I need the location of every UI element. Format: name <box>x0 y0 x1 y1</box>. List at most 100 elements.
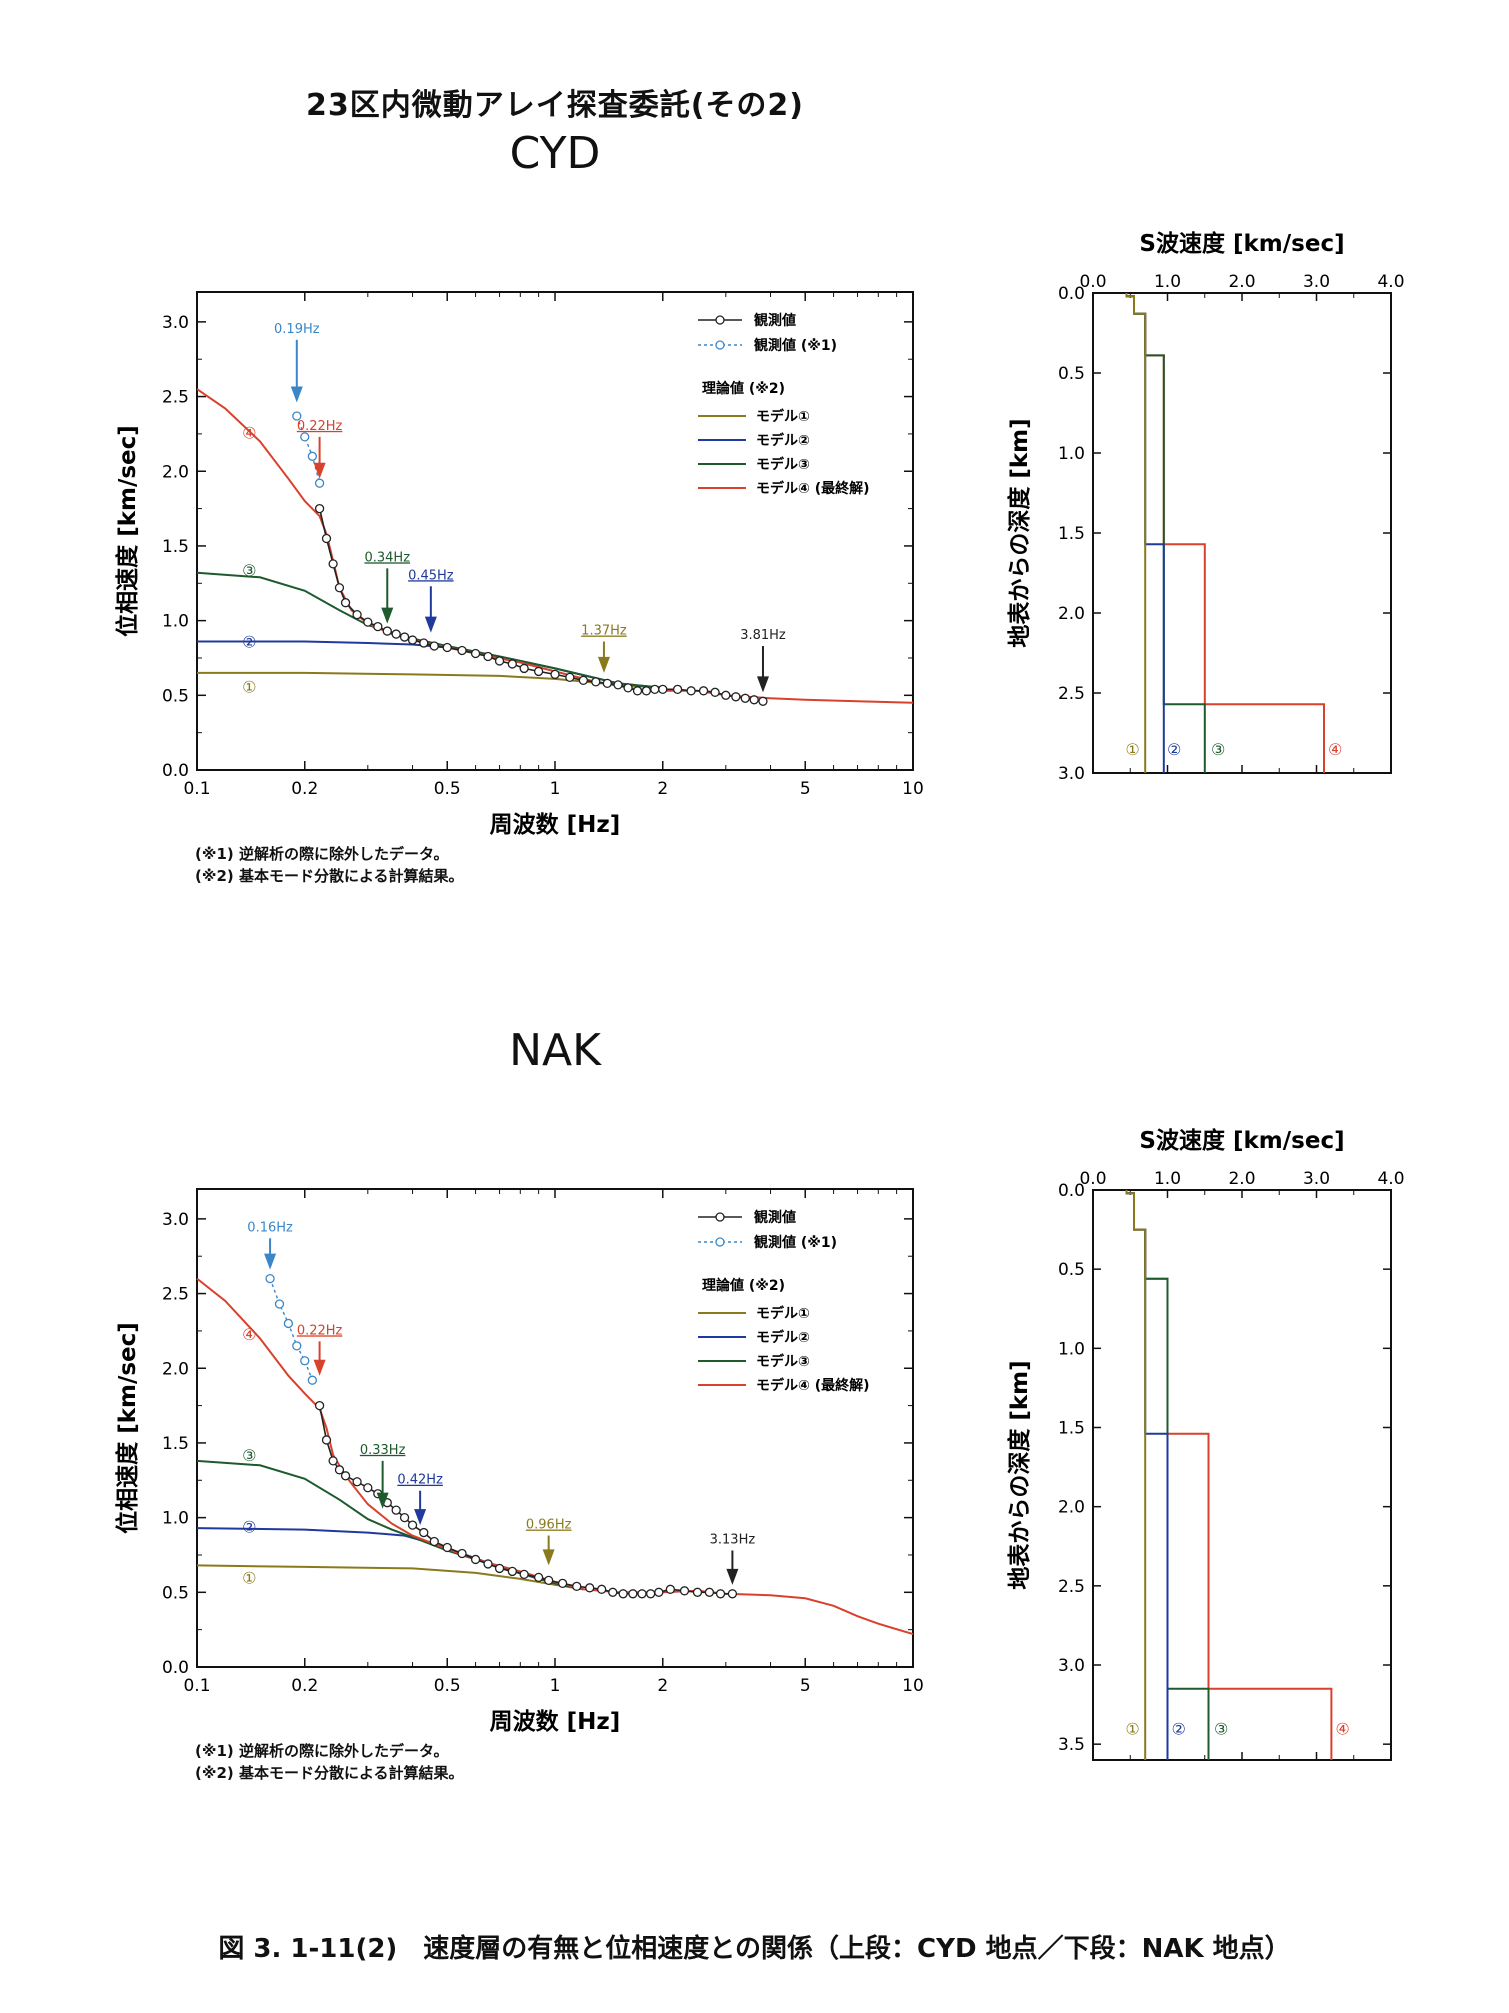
observed-point <box>618 1589 628 1599</box>
model-marker-label: ① <box>242 1568 256 1587</box>
observed-point <box>419 638 429 648</box>
excluded-point <box>265 1273 275 1284</box>
series-model1-line <box>196 1564 584 1591</box>
x-tick-label: 0.1 <box>183 779 210 799</box>
profile-y-axis-label: 地表からの深度 [km] <box>1006 418 1033 647</box>
y-tick-label: 1.5 <box>162 1434 189 1454</box>
notes-top: (※1) 逆解析の際に除外したデータ。 (※2) 基本モード分散による計算結果。 <box>195 843 464 887</box>
observed-point <box>407 635 418 645</box>
figure-caption: 図 3. 1-11(2) 速度層の有無と位相速度との関係（上段：CYD 地点／下… <box>218 1934 1291 1964</box>
y-tick-label: 2.0 <box>162 462 189 482</box>
observed-point <box>334 1465 345 1475</box>
observed-point <box>363 617 373 627</box>
observed-point <box>578 675 588 686</box>
model-marker-label: ② <box>242 633 256 652</box>
x-tick-label: 10 <box>902 1676 924 1696</box>
observed-point <box>641 686 652 696</box>
legend-model2-label: モデル② <box>756 1329 810 1346</box>
profile-frame <box>1092 1189 1392 1761</box>
x-tick-label: 2 <box>657 779 668 799</box>
observed-point <box>363 1483 373 1493</box>
observed-point <box>692 1587 703 1597</box>
observed-point <box>715 1589 726 1599</box>
x-axis-label: 周波数 [Hz] <box>490 812 621 838</box>
y-tick-label: 2.5 <box>162 1285 189 1305</box>
x-tick-label: 1 <box>550 779 561 799</box>
observed-point <box>721 690 731 700</box>
profile-model-marker: ③ <box>1214 1719 1228 1738</box>
observed-point <box>442 642 452 653</box>
observed-point <box>710 687 720 697</box>
frequency-arrow-head <box>313 1359 326 1376</box>
y-tick-label: 2.5 <box>162 388 189 408</box>
profile-y-tick-label: 1.5 <box>1058 524 1085 544</box>
observed-point <box>658 684 668 694</box>
frequency-arrow-head <box>290 386 303 403</box>
profile-x-tick-label: 4.0 <box>1377 272 1404 292</box>
observed-point <box>572 1581 582 1591</box>
frequency-arrow-label: 0.45Hz <box>408 568 454 583</box>
profile-model2-step <box>1125 1190 1169 1760</box>
observed-point <box>470 1554 481 1565</box>
observed-point <box>686 686 696 696</box>
profile-x-tick-label: 3.0 <box>1303 272 1330 292</box>
observed-point <box>457 1548 467 1559</box>
profile-x-tick-label: 0.0 <box>1079 272 1106 292</box>
profile-model4-step <box>1125 1190 1333 1760</box>
note-fundamental-mode: (※2) 基本モード分散による計算結果。 <box>195 867 464 885</box>
profile-title: S波速度 [km/sec] <box>1139 230 1344 257</box>
profile-model4-step <box>1125 293 1325 773</box>
observed-point <box>334 583 345 593</box>
y-tick-label: 0.5 <box>162 686 189 706</box>
frequency-arrow-head <box>313 462 326 479</box>
observed-point <box>613 680 623 690</box>
observed-point <box>340 1471 351 1481</box>
legend-model1-label: モデル① <box>756 408 810 425</box>
observed-point <box>399 1512 410 1523</box>
x-tick-label: 10 <box>902 779 924 799</box>
profile-y-tick-label: 0.5 <box>1058 1260 1085 1280</box>
model-marker-label: ④ <box>242 1325 256 1344</box>
observed-point <box>519 663 529 674</box>
profile-y-axis-label: 地表からの深度 [km] <box>1006 1360 1033 1589</box>
excluded-point <box>292 411 302 421</box>
model-marker-label: ③ <box>242 1446 256 1465</box>
profile-model-marker: ④ <box>1328 740 1342 759</box>
model-marker-label: ② <box>242 1518 256 1537</box>
observed-point <box>470 648 481 659</box>
legend-observed-marker <box>715 1212 725 1222</box>
observed-point <box>544 1575 554 1586</box>
legend-excluded-marker <box>715 340 725 350</box>
profile-model-marker: ④ <box>1335 1719 1349 1738</box>
observed-point <box>533 1572 544 1583</box>
profile-y-tick-label: 1.0 <box>1058 444 1085 464</box>
note-fundamental-mode: (※2) 基本モード分散による計算結果。 <box>195 1764 464 1782</box>
legend-observed-label: 観測値 <box>754 312 796 329</box>
observed-point <box>628 1589 638 1599</box>
y-tick-label: 0.5 <box>162 1583 189 1603</box>
site-name-cyd: CYD <box>509 128 601 179</box>
profile-model-marker: ① <box>1125 1719 1139 1738</box>
series-excluded-line <box>296 415 321 484</box>
observed-point <box>314 503 325 514</box>
profile-y-tick-label: 0.5 <box>1058 364 1085 384</box>
x-axis-label: 周波数 [Hz] <box>490 1709 621 1735</box>
observed-point <box>321 1435 332 1445</box>
frequency-arrow-label: 3.81Hz <box>740 628 786 643</box>
legend-excluded-marker <box>715 1237 725 1247</box>
x-tick-label: 1 <box>550 1676 561 1696</box>
profile-y-tick-label: 1.0 <box>1058 1339 1085 1359</box>
profile-y-tick-label: 3.5 <box>1058 1735 1085 1755</box>
observed-point <box>550 669 560 680</box>
y-tick-label: 1.0 <box>162 612 189 632</box>
profile-y-tick-label: 0.0 <box>1058 1181 1085 1201</box>
observed-point <box>749 695 759 705</box>
excluded-point <box>274 1299 285 1309</box>
frequency-arrow-label: 0.33Hz <box>360 1443 406 1458</box>
profile-x-tick-label: 1.0 <box>1154 272 1181 292</box>
observed-point <box>654 1587 664 1597</box>
frequency-arrow-head <box>542 1549 555 1566</box>
frequency-arrow-label: 0.96Hz <box>526 1518 572 1533</box>
frequency-arrow-label: 0.19Hz <box>274 322 320 337</box>
excluded-point <box>314 478 325 488</box>
